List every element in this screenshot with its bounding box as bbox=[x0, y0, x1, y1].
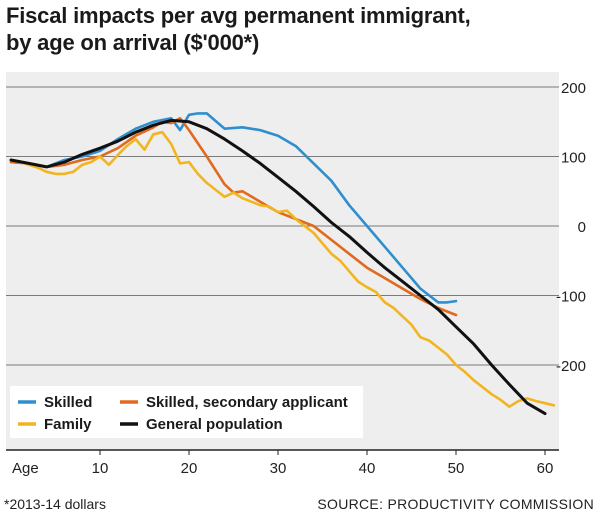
series-line-general-population bbox=[9, 118, 547, 416]
x-axis-ticks: 10 20 30 40 50 60 bbox=[92, 450, 554, 477]
chart-title: Fiscal impacts per avg permanent immigra… bbox=[6, 2, 471, 56]
footnote: *2013-14 dollars bbox=[4, 496, 106, 512]
series-line-skilled bbox=[9, 112, 458, 304]
source-credit: SOURCE: PRODUCTIVITY COMMISSION bbox=[317, 496, 594, 512]
legend-label: Skilled, secondary applicant bbox=[146, 394, 348, 411]
chart-title-line-1: Fiscal impacts per avg permanent immigra… bbox=[6, 3, 471, 28]
legend-label: General population bbox=[146, 416, 283, 433]
legend-label: Skilled bbox=[44, 394, 92, 411]
y-tick-label: 0 bbox=[578, 219, 586, 236]
chart-title-line-2: by age on arrival ($'000*) bbox=[6, 30, 260, 55]
y-axis-ticks: 200 100 0 -100 -200 bbox=[556, 80, 586, 375]
legend-label: Family bbox=[44, 416, 92, 433]
x-tick-label: 50 bbox=[448, 460, 465, 477]
y-tick-label: 100 bbox=[561, 150, 586, 167]
y-tick-label: 200 bbox=[561, 80, 586, 97]
x-tick-label: 40 bbox=[359, 460, 376, 477]
y-tick-label: -100 bbox=[556, 289, 586, 306]
y-tick-label: -200 bbox=[556, 358, 586, 375]
series-line-family bbox=[9, 130, 556, 409]
x-tick-label: 60 bbox=[537, 460, 554, 477]
x-axis-title: Age bbox=[12, 460, 39, 477]
legend: Skilled Skilled, secondary applicant Famil… bbox=[10, 386, 363, 438]
x-tick-label: 20 bbox=[181, 460, 198, 477]
legend-box bbox=[10, 386, 363, 438]
series-lines bbox=[9, 112, 556, 416]
x-tick-label: 10 bbox=[92, 460, 109, 477]
series-line-skilled-secondary-applicant bbox=[9, 117, 458, 317]
x-tick-label: 30 bbox=[270, 460, 287, 477]
